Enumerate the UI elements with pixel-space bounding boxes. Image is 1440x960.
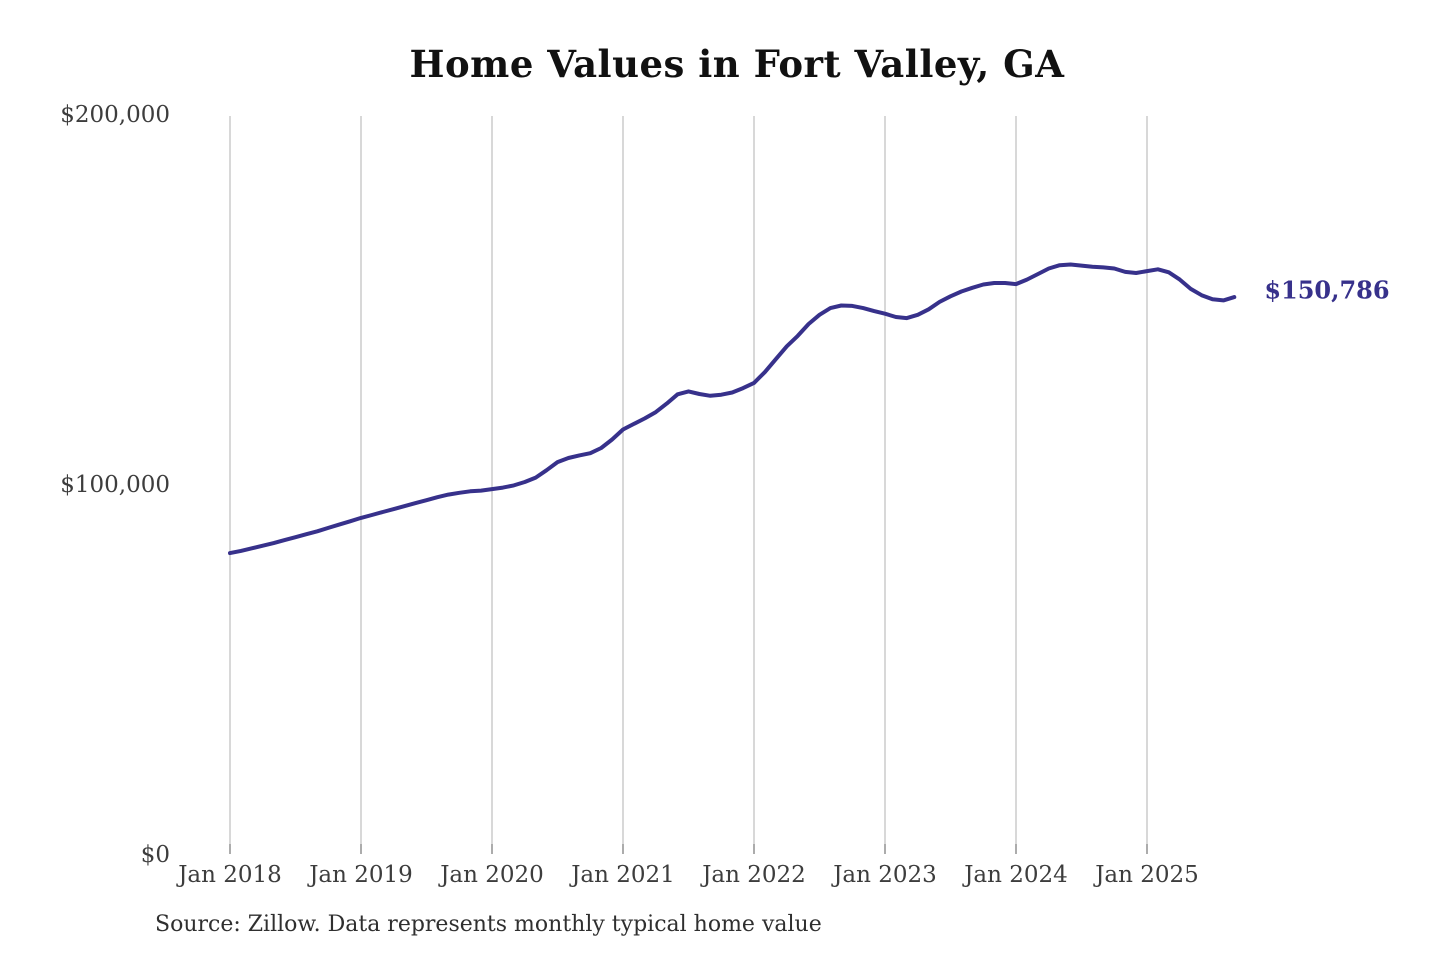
x-tick-label: Jan 2023 xyxy=(833,862,937,888)
x-tick-label: Jan 2022 xyxy=(702,862,806,888)
home-value-line xyxy=(228,262,1237,556)
x-tick-label: Jan 2024 xyxy=(964,862,1068,888)
y-tick-label: $0 xyxy=(140,842,170,868)
x-tick-label: Jan 2020 xyxy=(440,862,544,888)
gridlines xyxy=(229,116,1148,854)
y-tick-label: $200,000 xyxy=(60,102,170,128)
current-value-label: $150,786 xyxy=(1264,275,1390,305)
x-tick-label: Jan 2019 xyxy=(309,862,413,888)
x-tick-label: Jan 2021 xyxy=(571,862,675,888)
y-tick-label: $100,000 xyxy=(60,472,170,498)
x-tick-label: Jan 2025 xyxy=(1095,862,1199,888)
x-tick-label: Jan 2018 xyxy=(178,862,282,888)
source-note: Source: Zillow. Data represents monthly … xyxy=(155,912,822,937)
chart-title: Home Values in Fort Valley, GA xyxy=(409,42,1065,86)
x-axis-tick-marks xyxy=(229,844,1148,854)
